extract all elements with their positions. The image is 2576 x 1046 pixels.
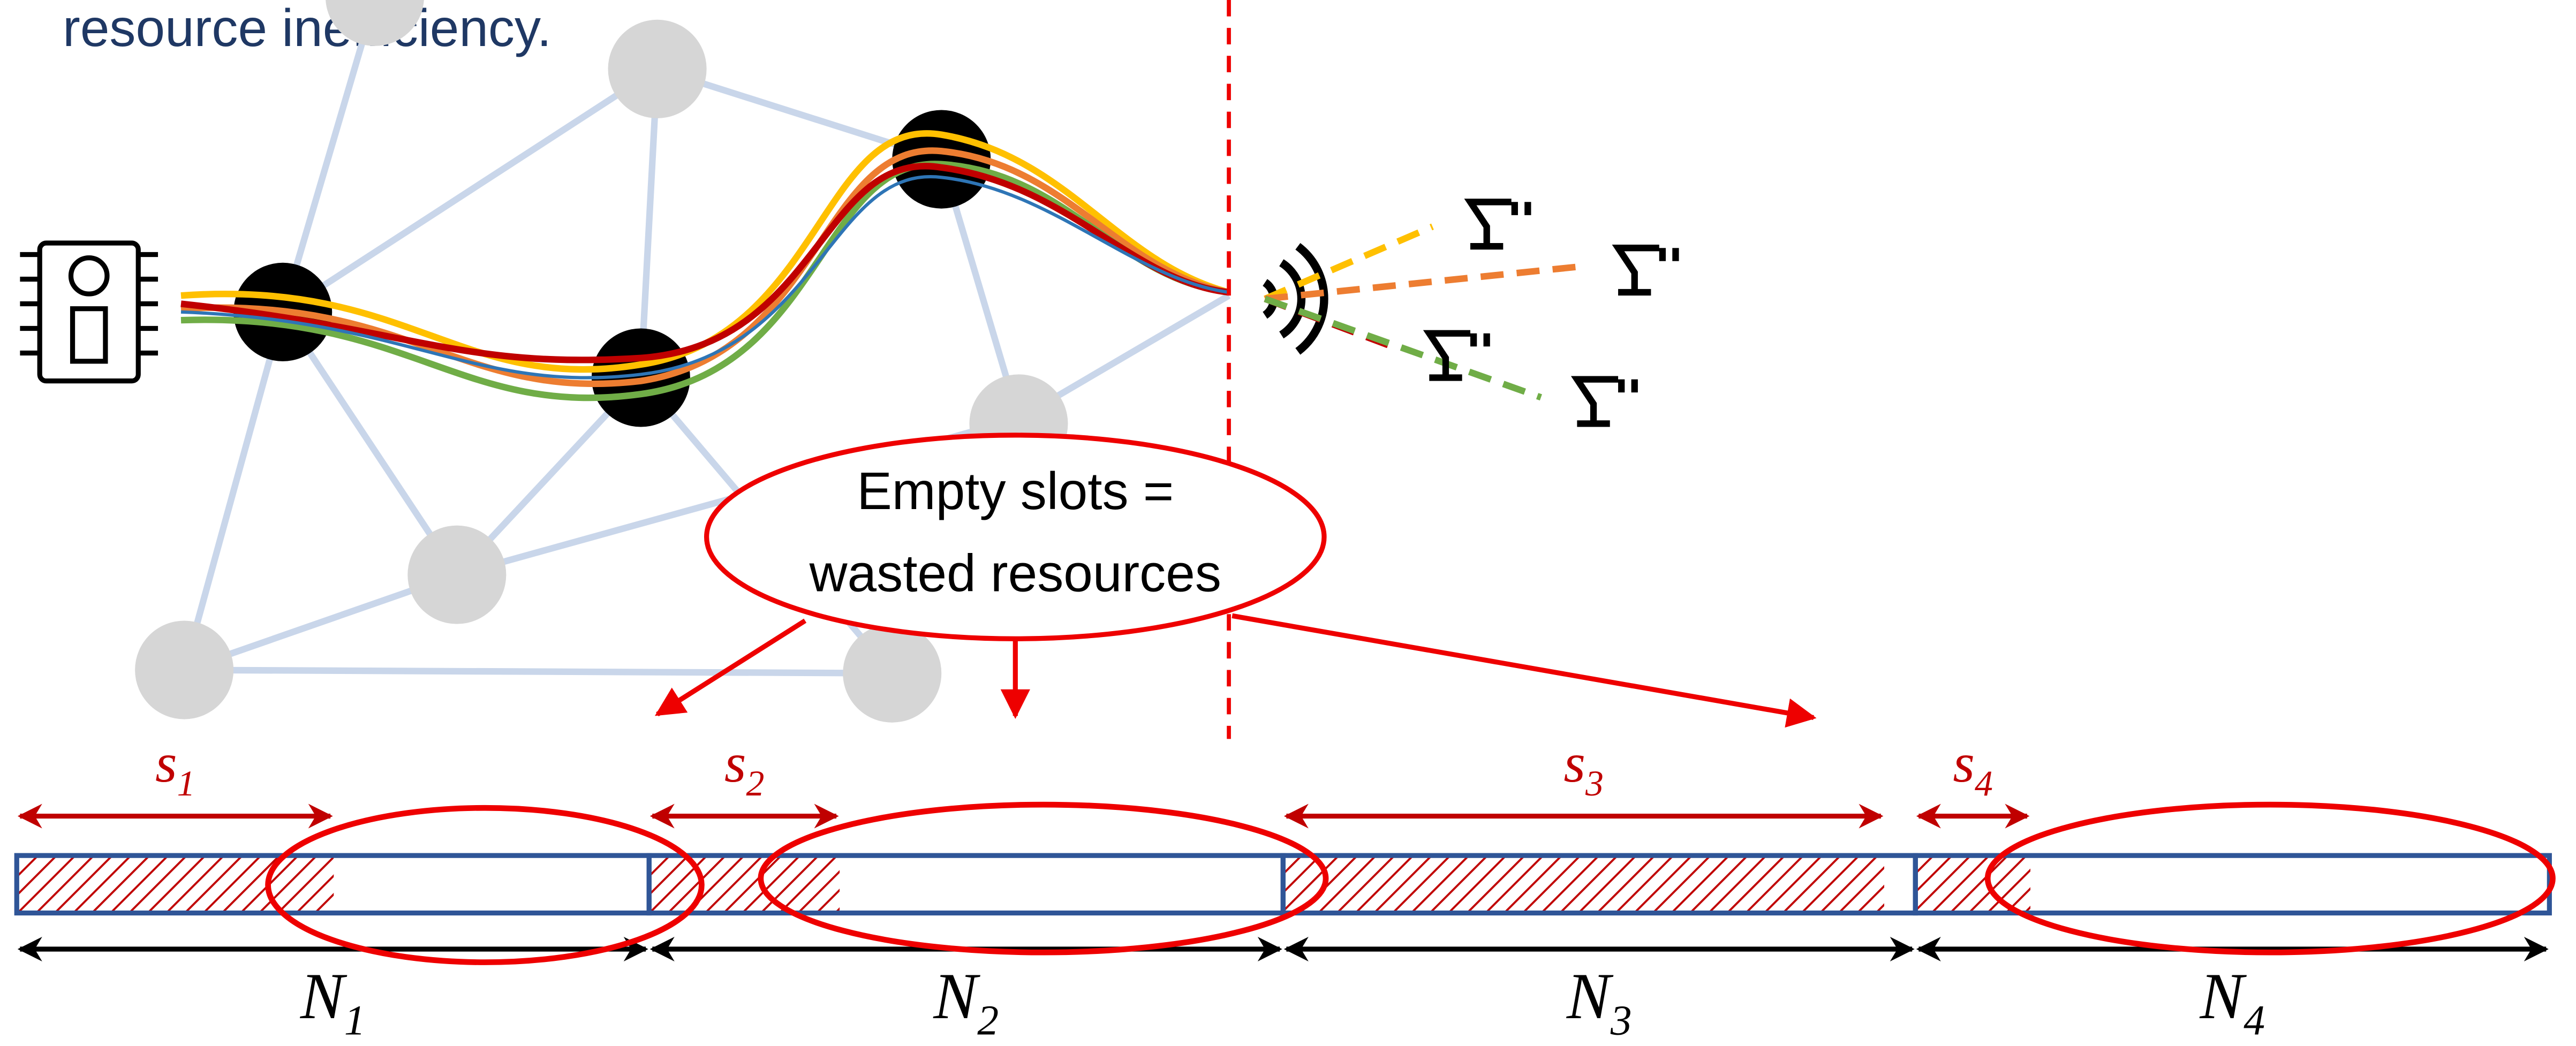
flows-part — [181, 150, 1229, 384]
device-icon-part — [73, 309, 105, 361]
callout-part — [658, 616, 1814, 717]
s-label-letter: s — [155, 732, 177, 794]
n-label-letter: N — [933, 960, 980, 1033]
callout-line: wasted resources — [809, 543, 1221, 602]
s-label: s1 — [155, 732, 195, 804]
s-label-sub: 4 — [1975, 763, 1993, 804]
s-label-letter: s — [1953, 732, 1975, 794]
s-label-sub: 3 — [1585, 763, 1604, 804]
n-label-sub: 2 — [977, 997, 999, 1044]
radio-links — [1265, 226, 1585, 397]
network-nodes-part — [608, 20, 707, 118]
robot-icons-part — [1618, 248, 1675, 292]
s-label-sub: 2 — [746, 763, 765, 804]
used-slots — [649, 855, 840, 913]
robot-icons — [1429, 202, 1675, 423]
robot-icons-part — [1470, 202, 1528, 246]
used-slots — [1915, 855, 2030, 913]
n-label: N2 — [933, 960, 999, 1044]
callout-part-part — [1232, 616, 1814, 717]
network-nodes-part — [843, 624, 941, 723]
used-slots — [17, 855, 334, 913]
robot-icons-part — [1429, 333, 1486, 378]
callout-line: Empty slots = — [857, 461, 1174, 520]
caption: resource inefficiency. — [63, 0, 552, 57]
s-label-letter: s — [724, 732, 746, 794]
n-label: N4 — [2199, 960, 2265, 1044]
n-label-sub: 3 — [1610, 997, 1632, 1044]
n-label-sub: 1 — [344, 997, 366, 1044]
diagram: resource inefficiency. Empty — [0, 0, 2576, 1046]
radio-links-part — [1265, 266, 1585, 299]
callout-part-part — [658, 621, 805, 715]
s-label-sub: 1 — [177, 763, 195, 804]
n-label-letter: N — [300, 960, 348, 1033]
n-label: N3 — [1566, 960, 1632, 1044]
network-nodes-part — [407, 526, 506, 624]
device-icon-part — [71, 258, 107, 294]
highlight-ellipses-part — [1988, 805, 2552, 952]
s-label-letter: s — [1563, 732, 1585, 794]
flows — [181, 133, 1229, 398]
s-label: s4 — [1953, 732, 1992, 804]
robot-icons-part — [1577, 380, 1634, 424]
s-label: s3 — [1563, 732, 1603, 804]
network-nodes-part — [135, 621, 233, 719]
device-icon — [20, 243, 158, 381]
n-label: N1 — [300, 960, 366, 1044]
s-label: s2 — [724, 732, 764, 804]
n-label-letter: N — [2199, 960, 2247, 1033]
n-label-letter: N — [1566, 960, 1614, 1033]
used-slots — [1283, 855, 1884, 913]
highlight-ellipses-part — [761, 805, 1326, 952]
n-label-sub: 4 — [2243, 997, 2265, 1044]
page: resource inefficiency. Empty — [0, 0, 2576, 1046]
